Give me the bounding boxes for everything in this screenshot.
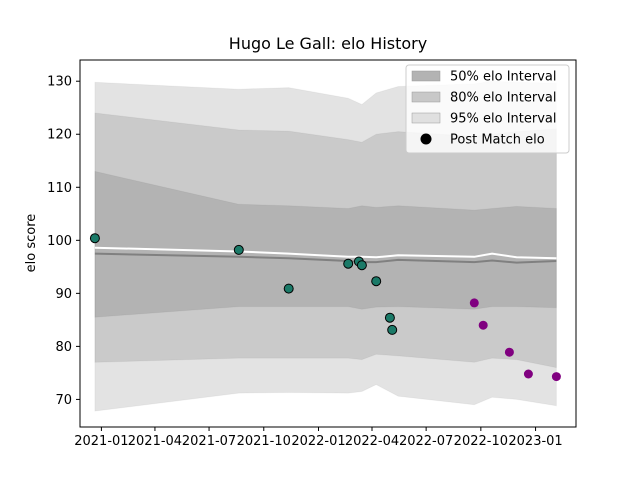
data-point xyxy=(469,298,479,308)
data-point xyxy=(356,260,367,271)
legend-box xyxy=(405,64,570,154)
data-point xyxy=(387,324,398,335)
legend-label: 50% elo Interval xyxy=(450,70,557,85)
data-point xyxy=(233,244,244,255)
data-point xyxy=(504,347,514,357)
band-50 xyxy=(94,170,557,318)
x-tick-label: 2021-01 xyxy=(74,434,128,449)
x-tick-label: 2022-04 xyxy=(345,434,399,449)
y-tick-label: 130 xyxy=(47,75,72,90)
x-tick-label: 2022-10 xyxy=(454,434,508,449)
y-tick-label: 70 xyxy=(55,393,72,408)
y-axis-label: elo score xyxy=(24,214,39,273)
y-tick-label: 90 xyxy=(55,287,72,302)
x-tick-label: 2022-01 xyxy=(291,434,345,449)
x-tick-label: 2022-07 xyxy=(399,434,453,449)
chart-title: Hugo Le Gall: elo History xyxy=(229,34,427,53)
y-tick-label: 120 xyxy=(47,128,72,143)
band-80 xyxy=(94,112,557,369)
data-point xyxy=(343,258,354,269)
series-line-1 xyxy=(94,246,557,260)
legend-swatch xyxy=(411,91,441,103)
legend-swatch xyxy=(411,70,441,82)
legend-label: 95% elo Interval xyxy=(450,112,557,127)
data-point xyxy=(283,283,294,294)
y-tick-label: 100 xyxy=(47,234,72,249)
legend-swatch xyxy=(411,112,441,124)
y-tick-label: 80 xyxy=(55,340,72,355)
data-point xyxy=(478,320,488,330)
axes-frame xyxy=(79,59,577,428)
x-tick-label: 2021-04 xyxy=(128,434,182,449)
legend-label: 80% elo Interval xyxy=(450,91,557,106)
band-95 xyxy=(94,80,557,412)
series-line-0 xyxy=(94,252,557,264)
data-point xyxy=(523,369,533,379)
legend-label: Post Match elo xyxy=(450,133,545,148)
data-point xyxy=(384,312,395,323)
x-tick-label: 2021-07 xyxy=(182,434,236,449)
data-point xyxy=(371,276,382,287)
legend-marker xyxy=(420,133,432,145)
x-tick-label: 2023-01 xyxy=(508,434,562,449)
plot-area xyxy=(89,80,561,412)
data-point xyxy=(89,233,100,244)
legend: 50% elo Interval 80% elo Interval 95% elo … xyxy=(405,64,570,154)
data-point xyxy=(551,372,561,382)
y-tick-label: 110 xyxy=(47,181,72,196)
x-tick-label: 2021-10 xyxy=(237,434,291,449)
